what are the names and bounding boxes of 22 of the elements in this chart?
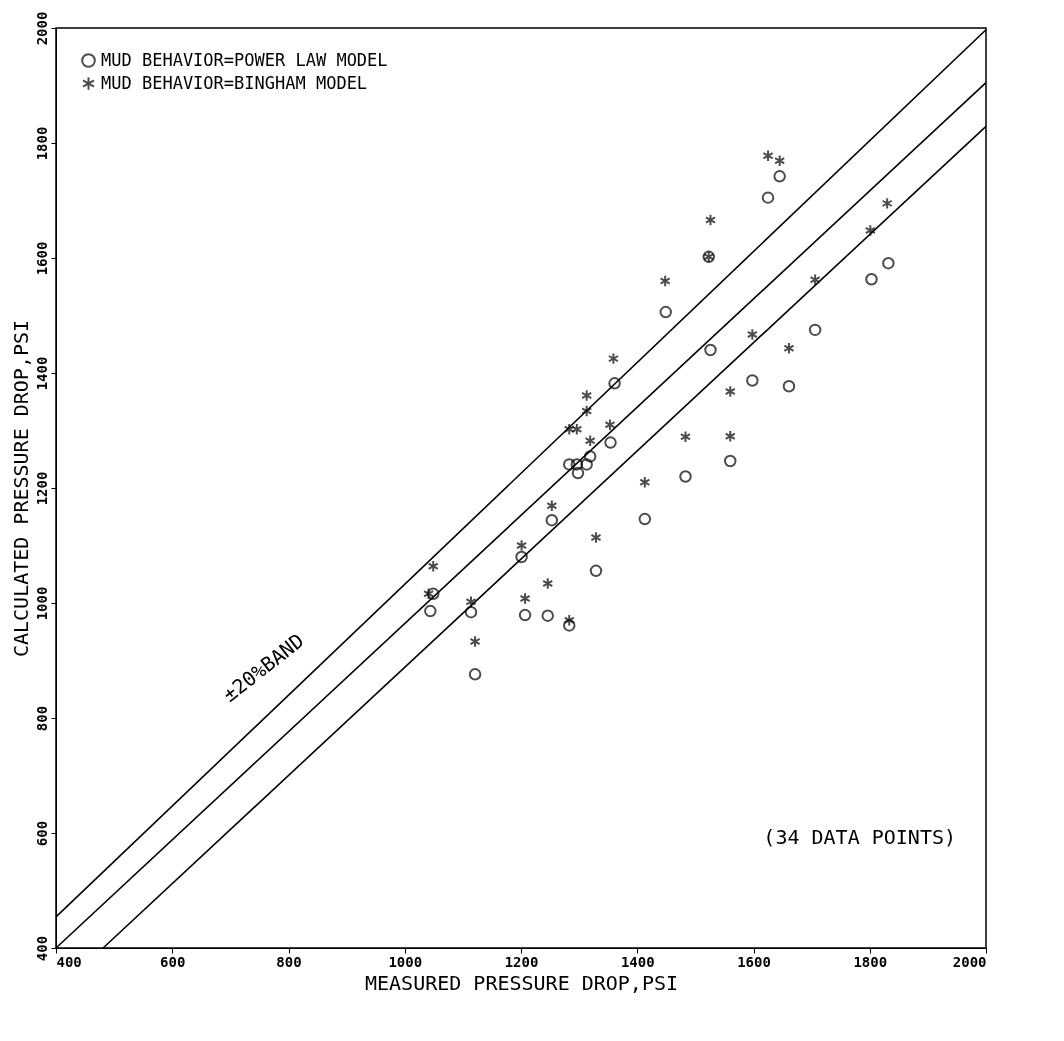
- x-axis-title: MEASURED PRESSURE DROP,PSI: [364, 970, 679, 995]
- x-tick-label: 1000: [388, 953, 423, 970]
- x-tick-label: 400: [56, 953, 82, 970]
- legend-label: MUD BEHAVIOR=BINGHAM MODEL: [101, 72, 368, 93]
- x-tick-label: 2000: [952, 953, 987, 970]
- x-tick-label: 600: [160, 953, 186, 970]
- y-tick-label: 800: [33, 705, 50, 732]
- y-tick-label: 1400: [33, 356, 50, 391]
- annotation: (34 DATA POINTS): [763, 825, 956, 849]
- y-tick-label: 1600: [33, 241, 50, 276]
- y-tick-label: 600: [33, 820, 50, 847]
- x-tick-label: 800: [276, 953, 302, 970]
- y-tick-label: 1200: [33, 471, 50, 506]
- y-tick-label: 1800: [33, 126, 50, 161]
- y-tick-label: 1000: [33, 586, 50, 621]
- legend-label: MUD BEHAVIOR=POWER LAW MODEL: [101, 49, 388, 70]
- y-tick-label: 2000: [33, 11, 50, 46]
- x-tick-label: 1800: [853, 953, 888, 970]
- y-axis-title: CALCULATED PRESSURE DROP,PSI: [8, 319, 33, 658]
- x-tick-label: 1400: [620, 953, 655, 970]
- x-tick-label: 1600: [737, 953, 771, 970]
- x-tick-label: 1200: [504, 953, 539, 970]
